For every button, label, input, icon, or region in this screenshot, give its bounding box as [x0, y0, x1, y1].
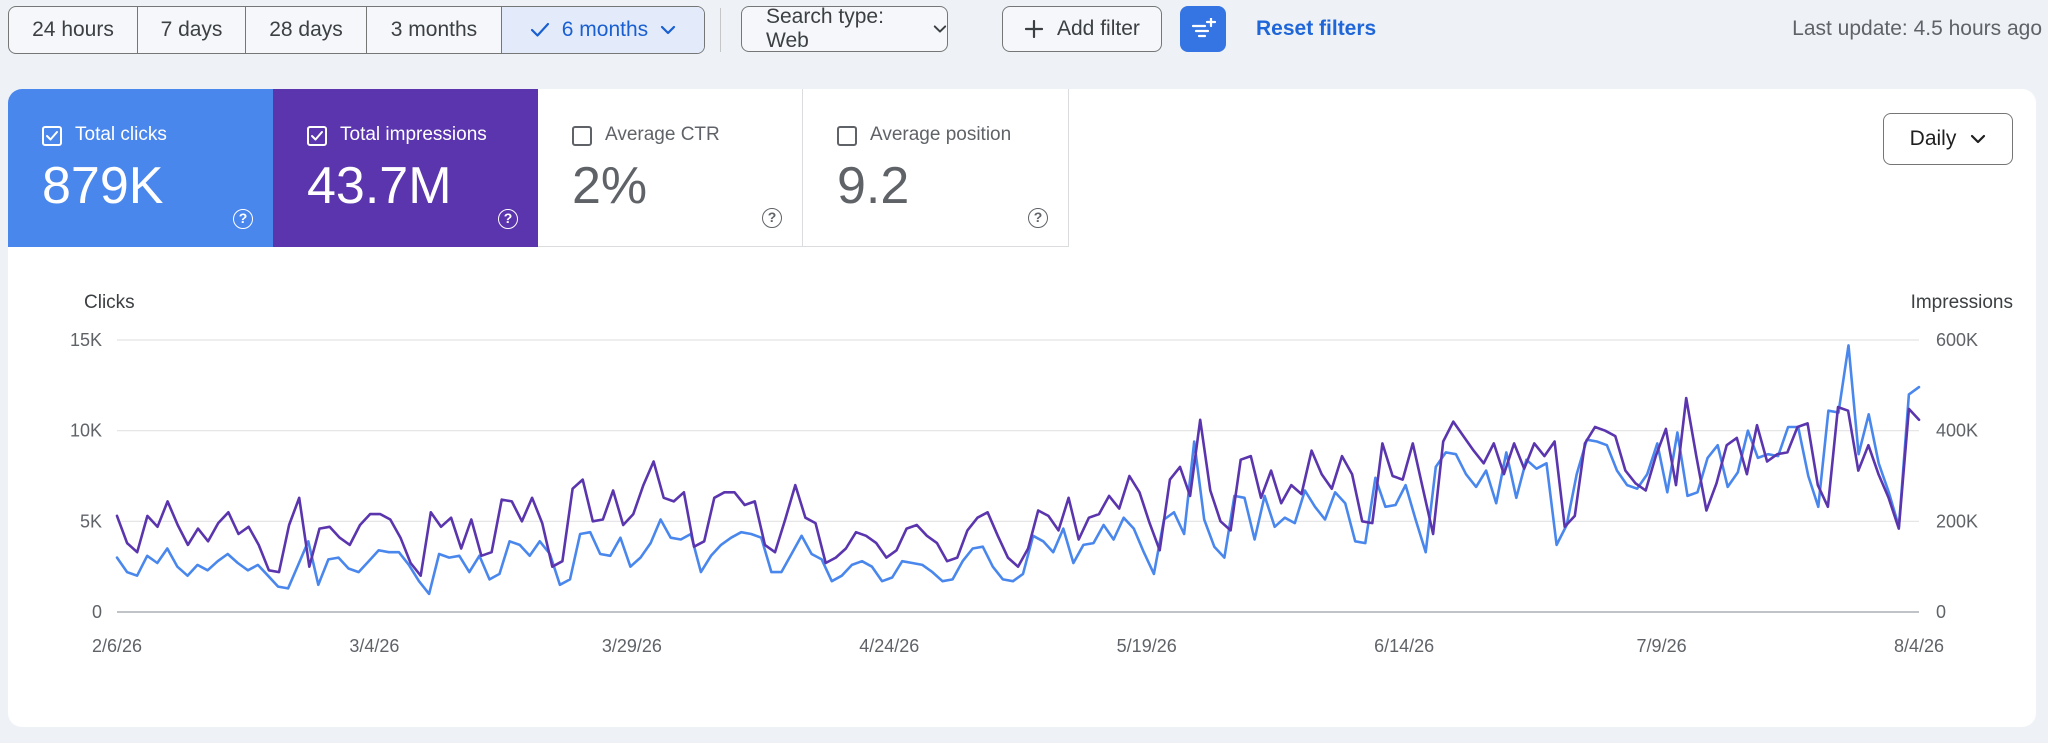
x-tick-label: 3/4/26	[349, 636, 399, 656]
metric-value: 9.2	[837, 157, 910, 215]
performance-chart: 15K 600K 10K 400K 5K 200K 0 0 Clicks Impressions 2…	[8, 89, 2036, 727]
x-tick-label: 2/6/26	[92, 636, 142, 656]
checkbox-unchecked-icon[interactable]	[572, 126, 592, 146]
chevron-down-icon	[933, 25, 947, 33]
y-left-tick-label: 10K	[70, 421, 102, 441]
chevron-down-icon	[1971, 134, 1986, 144]
date-range-6-months[interactable]: 6 months	[502, 7, 704, 53]
last-update-text: Last update: 4.5 hours ago	[1792, 17, 2042, 40]
y-right-tick-label: 600K	[1936, 330, 1978, 350]
date-range-3-months[interactable]: 3 months	[367, 7, 502, 53]
y-left-tick-label: 0	[92, 602, 102, 622]
y-right-tick-label: 400K	[1936, 421, 1978, 441]
x-tick-label: 4/24/26	[859, 636, 919, 656]
metric-value: 879K	[42, 157, 164, 215]
help-icon[interactable]: ?	[233, 209, 253, 229]
x-tick-label: 7/9/26	[1637, 636, 1687, 656]
check-icon	[530, 22, 549, 37]
date-range-6-months-label: 6 months	[561, 18, 649, 41]
toolbar-divider	[720, 8, 721, 52]
date-range-28-days[interactable]: 28 days	[246, 7, 367, 53]
y-left-tick-label: 5K	[80, 511, 102, 531]
chevron-down-icon	[661, 25, 676, 35]
metric-label: Average position	[870, 124, 1012, 145]
y-left-tick-label: 15K	[70, 330, 102, 350]
add-filter-label: Add filter	[1057, 17, 1140, 40]
granularity-label: Daily	[1909, 127, 1957, 150]
x-tick-label: 5/19/26	[1117, 636, 1177, 656]
toolbar: 24 hours 7 days 28 days 3 months 6 month…	[8, 5, 2042, 54]
x-tick-label: 8/4/26	[1894, 636, 1944, 656]
x-tick-label: 6/14/26	[1374, 636, 1434, 656]
metric-value: 2%	[572, 157, 648, 215]
date-range-24-hours[interactable]: 24 hours	[9, 7, 138, 53]
checkbox-checked-icon[interactable]	[42, 126, 62, 146]
series-line-impressions	[115, 396, 1921, 578]
date-range-7-days[interactable]: 7 days	[138, 7, 246, 53]
date-range-selector: 24 hours 7 days 28 days 3 months 6 month…	[8, 6, 705, 54]
metric-average-ctr[interactable]: Average CTR 2% ?	[538, 89, 803, 247]
y-right-tick-label: 0	[1936, 602, 1946, 622]
metric-total-impressions[interactable]: Total impressions 43.7M ?	[273, 89, 538, 247]
add-filter-button[interactable]: Add filter	[1002, 6, 1162, 52]
x-tick-label: 3/29/26	[602, 636, 662, 656]
help-icon[interactable]: ?	[498, 209, 518, 229]
metric-label: Total impressions	[340, 124, 487, 145]
search-type-label: Search type: Web	[766, 5, 884, 52]
reset-filters-link[interactable]: Reset filters	[1256, 17, 1377, 40]
plus-icon	[1025, 20, 1043, 38]
y-left-axis-title: Clicks	[84, 292, 135, 313]
metric-value: 43.7M	[307, 157, 452, 215]
metric-average-position[interactable]: Average position 9.2 ?	[803, 89, 1069, 247]
metric-total-clicks[interactable]: Total clicks 879K ?	[8, 89, 273, 247]
series-line-clicks	[115, 344, 1921, 596]
granularity-dropdown[interactable]: Daily	[1883, 113, 2013, 165]
search-type-dropdown[interactable]: Search type: Web	[741, 5, 948, 52]
help-icon[interactable]: ?	[1028, 208, 1048, 228]
help-icon[interactable]: ?	[762, 208, 782, 228]
filter-settings-button[interactable]	[1180, 6, 1226, 52]
line-chart[interactable]: 15K 600K 10K 400K 5K 200K 0 0 Clicks Impressions 2…	[8, 89, 2036, 727]
y-right-tick-label: 200K	[1936, 511, 1978, 531]
metric-label: Average CTR	[605, 124, 720, 145]
checkbox-unchecked-icon[interactable]	[837, 126, 857, 146]
filter-list-icon	[1191, 18, 1216, 38]
performance-card: Total clicks 879K ? Total impressions 43…	[8, 89, 2036, 727]
y-right-axis-title: Impressions	[1911, 292, 2013, 313]
checkbox-checked-icon[interactable]	[307, 126, 327, 146]
metric-label: Total clicks	[75, 124, 167, 145]
